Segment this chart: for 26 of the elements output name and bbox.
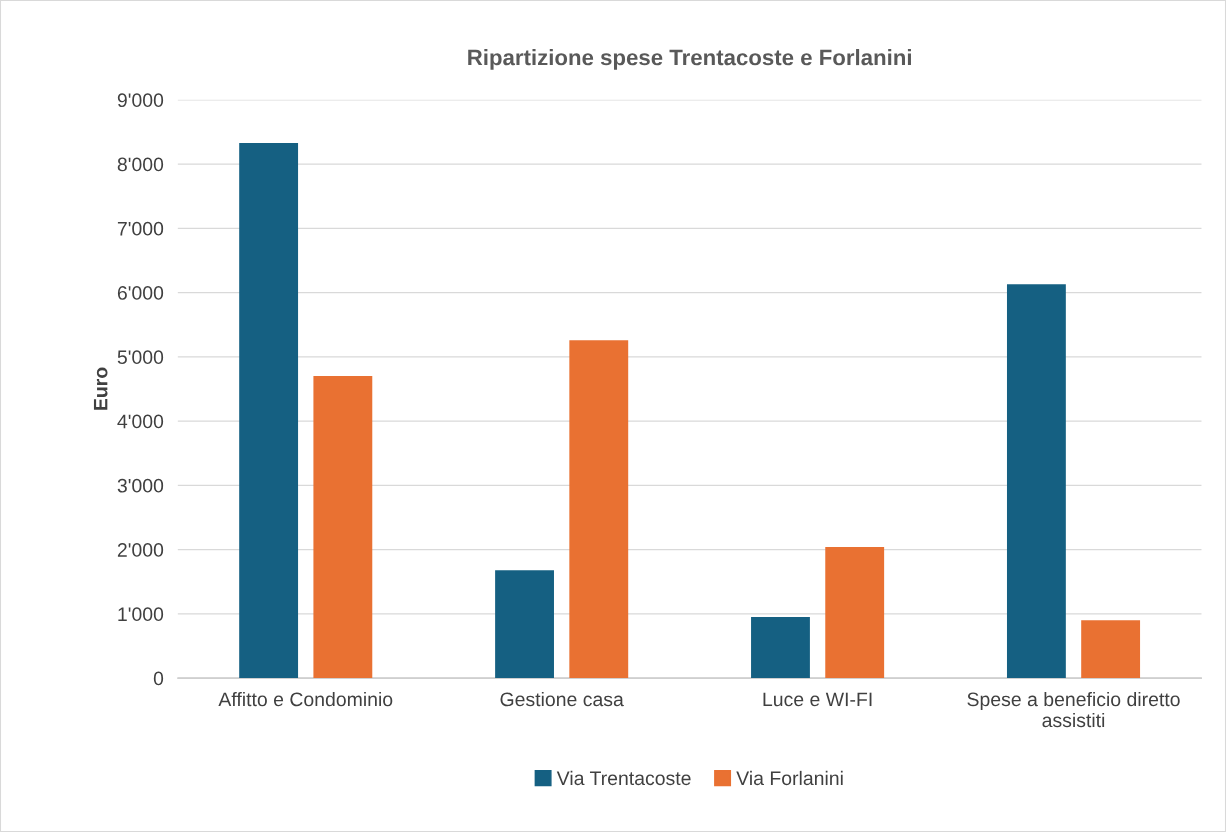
x-tick-label: Affitto e Condominio — [218, 691, 393, 707]
bar — [1081, 620, 1141, 679]
legend-label: Via Forlanini — [736, 770, 843, 786]
x-tick-label: Luce e WI-FI — [763, 692, 872, 707]
bar — [495, 570, 554, 679]
y-tick-label: 6'000 — [117, 286, 164, 300]
bar — [239, 142, 299, 679]
bar — [751, 617, 810, 679]
bar — [313, 376, 373, 679]
chart-title: Ripartizione spese Trentacoste e Forlanini — [468, 49, 911, 70]
y-tick-label: 4'000 — [117, 414, 164, 429]
x-tick-label: Spese a beneficio diretto assistiti — [967, 691, 1180, 728]
legend-label: Via Trentacoste — [556, 770, 691, 786]
y-tick-label: 0 — [153, 671, 164, 686]
y-tick-label: 5'000 — [117, 350, 164, 365]
bar — [825, 547, 885, 679]
y-tick-label: 9'000 — [117, 93, 164, 108]
x-tick-label: Gestione casa — [500, 691, 624, 707]
bar — [1006, 284, 1066, 679]
y-tick-label: 8'000 — [117, 157, 164, 172]
bar — [569, 340, 629, 679]
y-tick-label: 1'000 — [118, 607, 164, 622]
y-tick-label: 7'000 — [117, 221, 164, 236]
y-axis-title: Euro — [93, 367, 108, 410]
y-tick-label: 2'000 — [117, 543, 164, 557]
y-tick-label: 3'000 — [117, 478, 164, 493]
